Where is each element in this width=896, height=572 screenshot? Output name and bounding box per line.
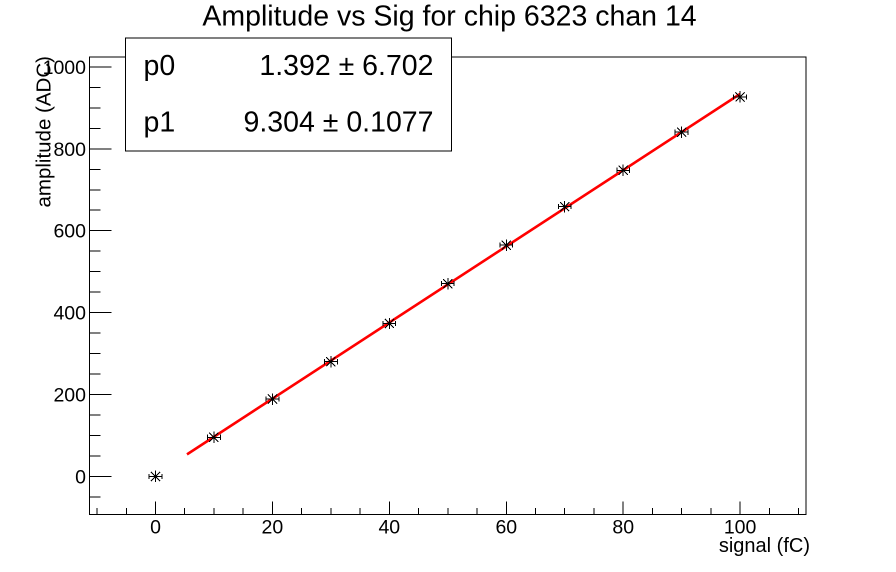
svg-text:60: 60 [495, 517, 517, 539]
svg-text:20: 20 [262, 517, 284, 539]
svg-text:1000: 1000 [43, 57, 87, 79]
svg-text:signal (fC): signal (fC) [719, 535, 810, 557]
svg-text:200: 200 [53, 385, 86, 407]
svg-text:amplitude (ADC): amplitude (ADC) [33, 56, 56, 208]
svg-text:0: 0 [75, 466, 86, 488]
svg-text:1.392 ± 6.702: 1.392 ± 6.702 [259, 50, 433, 82]
svg-text:800: 800 [53, 139, 86, 161]
svg-text:p0: p0 [144, 50, 176, 82]
svg-text:40: 40 [378, 517, 400, 539]
svg-text:100: 100 [724, 517, 757, 539]
svg-text:600: 600 [53, 221, 86, 243]
svg-text:400: 400 [53, 303, 86, 325]
svg-text:Amplitude vs Sig for chip 6323: Amplitude vs Sig for chip 6323 chan 14 [202, 1, 696, 33]
svg-text:0: 0 [150, 517, 161, 539]
svg-text:80: 80 [612, 517, 634, 539]
svg-text:p1: p1 [144, 107, 176, 139]
svg-text:9.304 ± 0.1077: 9.304 ± 0.1077 [244, 107, 434, 139]
